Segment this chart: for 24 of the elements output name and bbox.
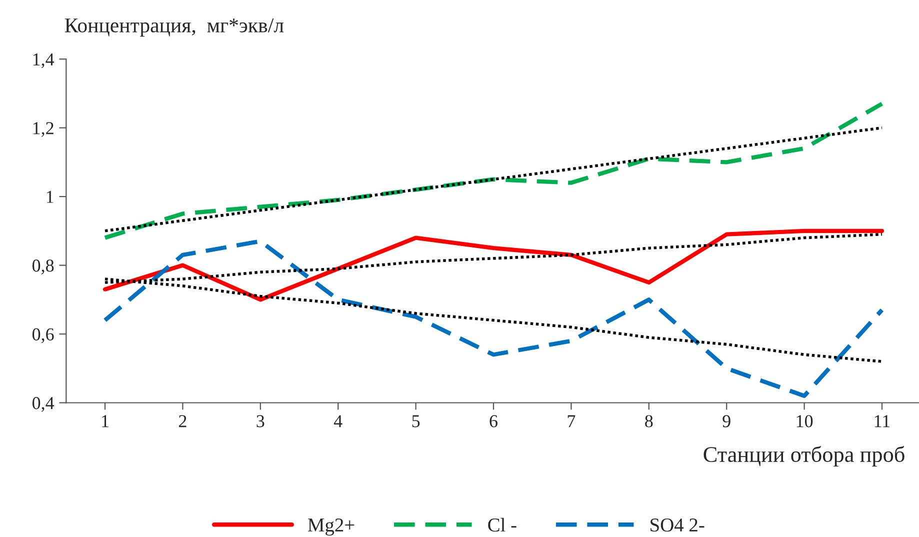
x-tick-label: 5 bbox=[412, 415, 420, 428]
legend-label: SO4 2- bbox=[650, 518, 704, 532]
legend-label: Mg2+ bbox=[308, 518, 354, 536]
x-tick-label: 9 bbox=[722, 415, 730, 428]
x-tick-label: 4 bbox=[334, 415, 342, 428]
y-axis-title: Концентрация, мг*экв/л bbox=[64, 18, 284, 37]
line-series bbox=[104, 126, 884, 232]
x-tick-label: 11 bbox=[874, 415, 890, 428]
y-tick-label: 1 bbox=[46, 190, 54, 203]
y-tick-label: 0,4 bbox=[32, 397, 54, 412]
y-tick-label: 0,8 bbox=[32, 260, 54, 274]
y-tick-label: 0,6 bbox=[32, 328, 54, 344]
x-tick-label: 7 bbox=[568, 415, 576, 428]
x-tick-label: 2 bbox=[178, 415, 186, 428]
x-tick-label: 10 bbox=[796, 415, 813, 428]
x-tick-label: 1 bbox=[102, 415, 108, 428]
y-tick-label: 1,2 bbox=[33, 122, 54, 137]
x-tick-label: 3 bbox=[256, 415, 264, 428]
x-axis-title: Станции отбора проб bbox=[704, 446, 904, 467]
x-tick-label: 6 bbox=[490, 415, 498, 428]
line-series bbox=[102, 102, 884, 240]
x-tick-label: 8 bbox=[645, 415, 653, 428]
legend-label: Cl - bbox=[488, 518, 516, 532]
y-tick-label: 1,4 bbox=[33, 53, 54, 68]
